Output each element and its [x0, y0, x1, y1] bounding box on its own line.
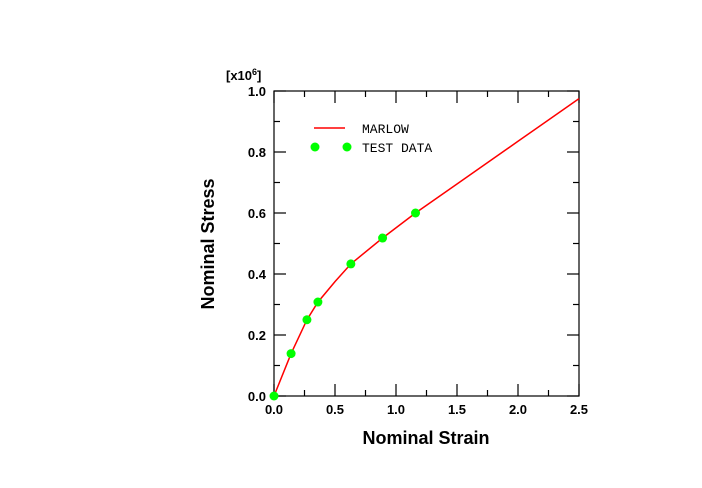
y-tick-label: 0.2 — [248, 328, 266, 343]
y-tick-label: 0.6 — [248, 206, 266, 221]
test-data-point — [269, 391, 279, 401]
test-data-point — [302, 315, 312, 325]
y-multiplier-close: ] — [257, 68, 261, 83]
x-tick-label: 2.0 — [509, 402, 527, 417]
y-multiplier-exp: 6 — [252, 67, 257, 77]
test-data-point — [411, 208, 421, 218]
legend-test-data-label: TEST DATA — [362, 141, 432, 156]
y-axis-title: Nominal Stress — [198, 178, 218, 309]
x-tick-label: 2.5 — [570, 402, 588, 417]
legend-test-data-marker — [342, 142, 352, 152]
legend-marlow-label: MARLOW — [362, 122, 409, 137]
svg-text:[x106]: [x106] — [226, 67, 261, 83]
axes — [273, 90, 580, 397]
y-tick-label: 0.4 — [248, 267, 267, 282]
legend-test-data-marker — [310, 142, 320, 152]
ticks: 0.0 0.5 1.0 1.5 2.0 2.5 0.0 0.2 0.4 0.6 0.8 1.0 — [248, 84, 588, 417]
y-multiplier: [x106] — [226, 67, 261, 83]
x-tick-label: 1.5 — [448, 402, 466, 417]
x-tick-label: 1.0 — [387, 402, 405, 417]
plot-frame — [273, 90, 580, 397]
test-data-point — [313, 297, 323, 307]
test-data-point — [378, 233, 388, 243]
y-tick-label: 1.0 — [248, 84, 266, 99]
legend: MARLOW TEST DATA — [310, 122, 432, 156]
test-data-point — [346, 259, 356, 269]
test-data-point — [286, 349, 296, 359]
x-tick-label: 0.0 — [265, 402, 283, 417]
y-multiplier-base: [x10 — [226, 68, 252, 83]
x-tick-label: 0.5 — [326, 402, 344, 417]
y-tick-label: 0.0 — [248, 389, 266, 404]
x-axis-title: Nominal Strain — [362, 428, 489, 448]
y-tick-label: 0.8 — [248, 145, 266, 160]
series — [269, 97, 580, 401]
